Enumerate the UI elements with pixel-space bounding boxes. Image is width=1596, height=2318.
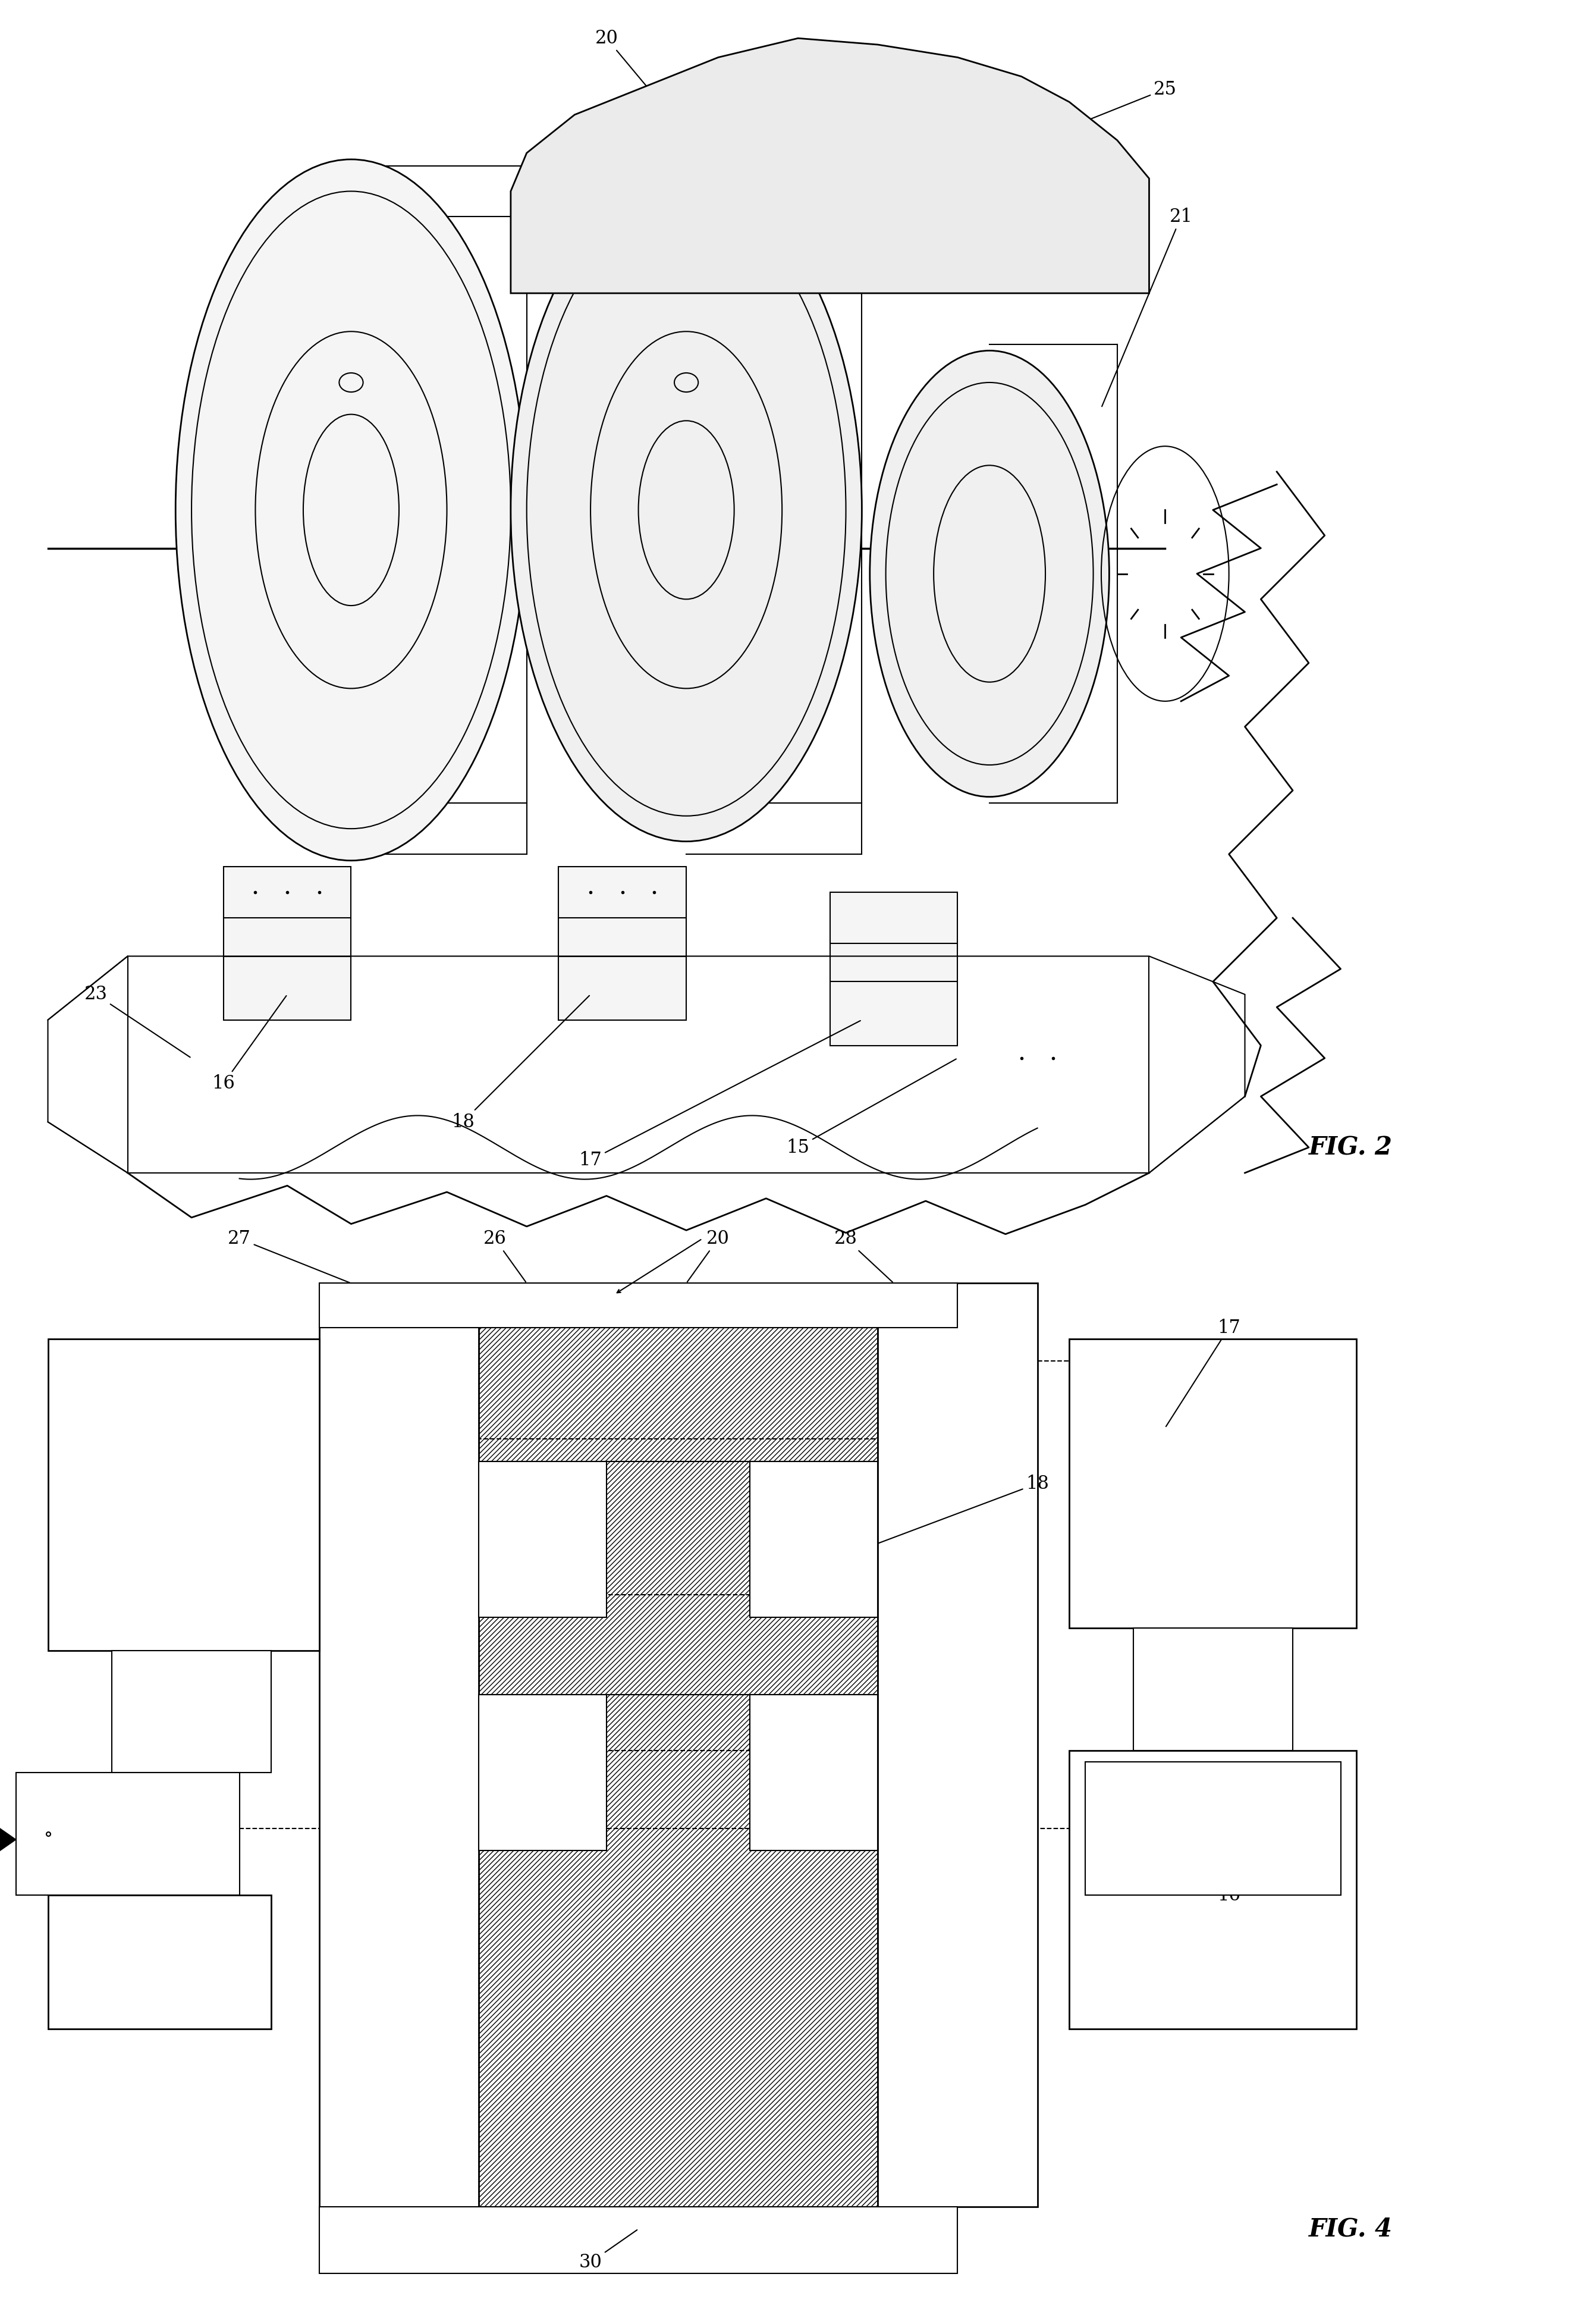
Text: 27: 27 [228,1229,350,1282]
Bar [319,1284,479,2207]
Bar [479,1460,606,1618]
Text: 18: 18 [452,997,589,1131]
Bar [750,1694,878,1850]
Bar [878,1284,1037,2207]
Bar [16,1773,239,1896]
Polygon shape [223,867,351,1020]
Bar [1069,1750,1357,2028]
Bar [319,1284,958,1328]
Bar [479,1694,606,1850]
Ellipse shape [176,160,527,860]
Text: 15: 15 [787,1059,956,1157]
Polygon shape [511,37,1149,292]
Text: 17: 17 [1167,1319,1240,1426]
Text: 25: 25 [1007,81,1176,153]
Bar [1069,1340,1357,1627]
Bar [750,1460,878,1618]
Text: 20: 20 [595,30,701,151]
Bar [479,1284,878,2239]
Bar [112,1650,271,1773]
Text: 20: 20 [688,1229,729,1282]
Ellipse shape [870,350,1109,797]
Text: 16: 16 [1197,1764,1240,1905]
Bar [1085,1762,1341,1896]
Text: 30: 30 [579,2230,637,2272]
Text: 17: 17 [579,1020,860,1168]
Text: FIG. 4: FIG. 4 [1309,2216,1393,2242]
Text: 28: 28 [835,1229,892,1282]
Text: 26: 26 [484,1229,525,1282]
Bar [48,1896,271,2028]
Text: 18: 18 [832,1474,1049,1560]
Polygon shape [559,867,686,1020]
Text: 23: 23 [85,985,190,1057]
Text: 21: 21 [1101,209,1192,406]
Bar [1133,1627,1293,1750]
Ellipse shape [511,178,862,841]
Bar [319,2207,958,2274]
Polygon shape [830,892,958,1045]
Bar [48,1340,319,1650]
Text: FIG. 2: FIG. 2 [1309,1136,1393,1159]
Text: 16: 16 [212,997,286,1092]
Polygon shape [0,1817,16,1861]
